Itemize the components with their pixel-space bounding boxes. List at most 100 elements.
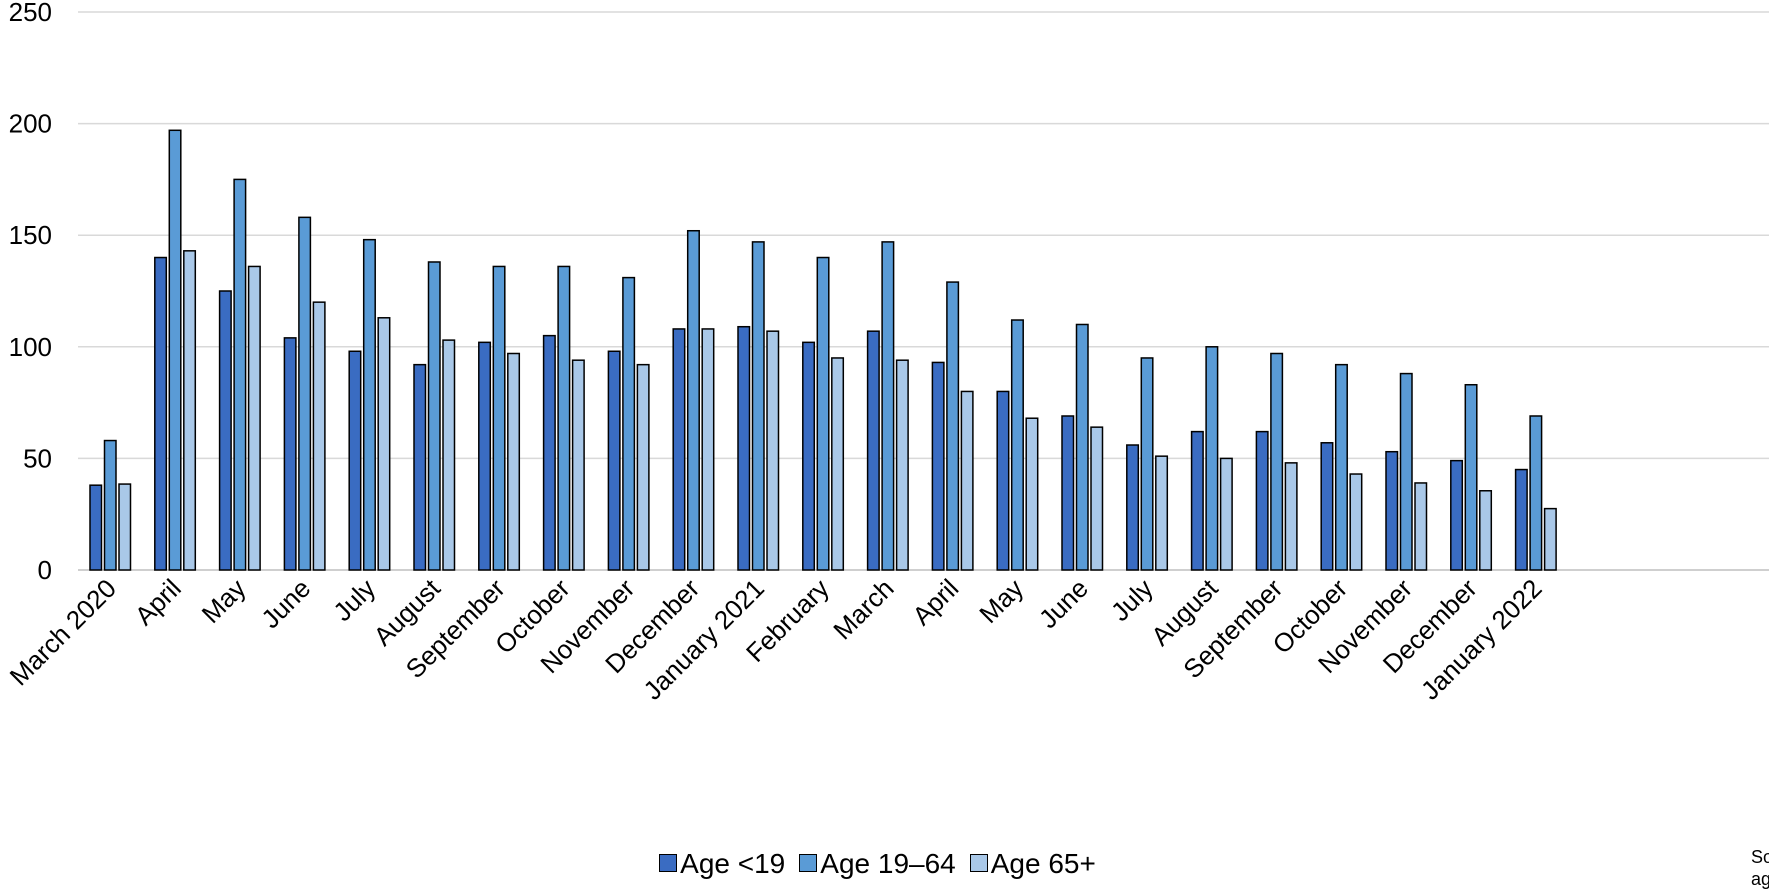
- bar: [1284, 462, 1298, 571]
- bar: [1126, 444, 1140, 571]
- bar: [1399, 372, 1413, 571]
- x-tick-label: June: [255, 573, 316, 634]
- legend-label: Age <19: [680, 848, 786, 879]
- bar: [247, 265, 261, 571]
- bar: [881, 241, 895, 571]
- y-tick-label: 150: [9, 220, 52, 250]
- bar: [283, 337, 297, 571]
- x-tick-label: July: [1105, 573, 1159, 627]
- x-tick-label: March: [827, 573, 899, 645]
- bar: [1140, 357, 1154, 571]
- bar: [1320, 442, 1334, 571]
- y-tick-label: 250: [9, 0, 52, 27]
- bar: [751, 241, 765, 571]
- legend-item: Age 65+: [969, 848, 1096, 880]
- x-tick-label: June: [1033, 573, 1094, 634]
- bar: [1190, 430, 1204, 571]
- bar: [348, 350, 362, 571]
- bar: [1414, 482, 1428, 571]
- bar: [427, 261, 441, 571]
- y-tick-label: 50: [23, 443, 52, 473]
- x-tick-label: April: [129, 573, 187, 631]
- bar: [672, 328, 686, 571]
- bar: [1090, 426, 1104, 571]
- side-note-line-2: ag: [1751, 869, 1769, 889]
- bar: [686, 229, 700, 571]
- bar: [442, 339, 456, 571]
- bar: [946, 281, 960, 571]
- legend-label: Age 19–64: [820, 848, 956, 879]
- bar: [154, 256, 168, 571]
- bar: [1349, 473, 1363, 571]
- bar: [413, 363, 427, 571]
- bar: [766, 330, 780, 571]
- bar: [103, 439, 117, 571]
- bar: [89, 484, 103, 571]
- bar: [298, 216, 312, 571]
- bar: [895, 359, 909, 571]
- bar: [183, 250, 197, 571]
- bar: [571, 359, 585, 571]
- bar: [1219, 457, 1233, 571]
- bar: [118, 483, 132, 571]
- bar: [312, 301, 326, 571]
- y-axis-tick-labels: 0 50 100 150 200 250: [9, 0, 52, 585]
- x-tick-label: May: [973, 573, 1029, 629]
- legend-swatch: [799, 854, 818, 872]
- x-axis-tick-labels: March 2020 April May June JulyAugustSeptembe…: [4, 572, 1548, 705]
- bar: [1514, 468, 1528, 571]
- bar: [233, 178, 247, 571]
- bar: [1334, 363, 1348, 571]
- legend-item: Age 19–64: [799, 848, 956, 880]
- side-note-line-1: So: [1751, 847, 1769, 867]
- y-tick-label: 100: [9, 332, 52, 362]
- x-tick-label: March 2020: [4, 573, 122, 691]
- bar: [542, 334, 556, 571]
- bar: [960, 390, 974, 571]
- bar: [831, 357, 845, 571]
- x-tick-label: July: [327, 573, 381, 627]
- legend-swatch: [969, 854, 988, 872]
- bar: [1450, 459, 1464, 571]
- bar: [931, 361, 945, 571]
- bar: [1385, 450, 1399, 571]
- legend-label: Age 65+: [990, 848, 1096, 879]
- bar: [701, 328, 715, 571]
- legend-item: Age <19: [659, 848, 785, 880]
- bar: [168, 129, 182, 571]
- side-note: So ag: [1751, 846, 1769, 890]
- x-tick-label: April: [906, 573, 964, 631]
- bar: [622, 276, 636, 571]
- bar: [636, 363, 650, 571]
- bar: [507, 352, 521, 571]
- legend-swatch: [659, 854, 678, 872]
- legend: Age <19 Age 19–64 Age 65+: [0, 848, 1769, 880]
- bar: [1464, 383, 1478, 571]
- bar: [1075, 323, 1089, 571]
- bar: [1479, 490, 1493, 571]
- bar: [377, 317, 391, 571]
- bar: [1255, 430, 1269, 571]
- y-tick-label: 200: [9, 109, 52, 139]
- bar: [557, 265, 571, 571]
- bar: [866, 330, 880, 571]
- bar: [362, 238, 376, 571]
- x-tick-label: May: [196, 573, 252, 629]
- bar: [1010, 319, 1024, 571]
- bar: [492, 265, 506, 571]
- bar: [607, 350, 621, 571]
- bar: [816, 256, 830, 571]
- bars: [89, 129, 1557, 571]
- bar: [737, 325, 751, 571]
- bar: [1061, 415, 1075, 571]
- bar: [478, 341, 492, 571]
- bar: [1543, 507, 1557, 571]
- bar: [1025, 417, 1039, 571]
- bar: [1270, 352, 1284, 571]
- bar: [996, 390, 1010, 571]
- bar: [1155, 455, 1169, 571]
- bar: [1205, 346, 1219, 571]
- y-tick-label: 0: [38, 555, 52, 585]
- bar: [218, 290, 232, 571]
